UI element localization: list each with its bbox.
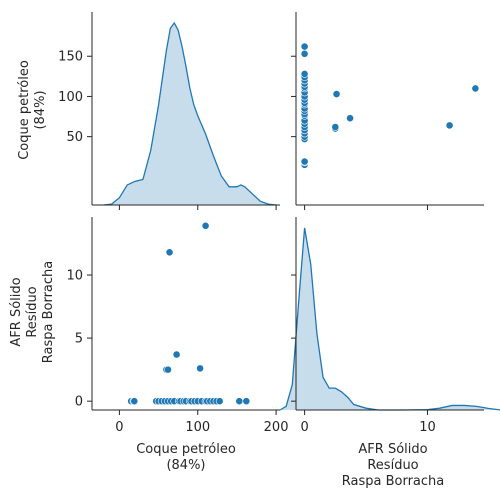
x-tick-label: 10	[419, 420, 436, 435]
x-tick-label: 100	[185, 420, 210, 435]
scatter-point	[300, 157, 309, 166]
scatter-point	[471, 84, 480, 93]
scatter-point	[300, 70, 309, 78]
x-axis-label-coque: Coque petróleo (84%)	[136, 442, 236, 473]
x-axis-label-afr: AFR Sólido Resíduo Raspa Borracha	[342, 442, 445, 489]
scatter-point	[196, 364, 204, 373]
scatter-point	[300, 42, 309, 51]
scatter-point	[346, 114, 354, 123]
y-tick-label: 0	[75, 395, 83, 410]
y-tick-label: 50	[66, 130, 83, 145]
scatter-point	[235, 397, 244, 406]
y-tick-label: 100	[58, 90, 83, 105]
kde-line-coque	[103, 21, 277, 206]
kde-line-afr	[279, 227, 500, 411]
scatter-point	[172, 350, 181, 359]
scatter-point	[331, 123, 340, 131]
scatter-point	[332, 90, 341, 98]
y-tick-label: 5	[75, 332, 83, 347]
labels-layer: Coque petróleo (84%) AFR Sólido Resíduo Ras…	[9, 60, 444, 489]
x-tick-label: 0	[300, 420, 308, 435]
scatter-point	[215, 397, 224, 406]
scatter-point	[242, 397, 251, 406]
y-axis-label-afr: AFR SólidoResíduoRaspa Borracha	[9, 261, 56, 364]
x-tick-label: 200	[264, 420, 289, 435]
scatter-point	[164, 365, 172, 374]
kde-area-afr	[280, 227, 500, 410]
scatter-point	[445, 121, 454, 130]
scatter-point	[165, 248, 174, 257]
y-tick-label: 10	[66, 269, 83, 284]
kde-area-coque	[103, 22, 277, 206]
scatter-point	[300, 49, 309, 58]
y-tick-label: 150	[58, 50, 83, 65]
plot-layer	[103, 21, 500, 411]
scatter-point	[201, 221, 210, 230]
scatter-point	[130, 397, 139, 406]
x-tick-label: 0	[115, 420, 123, 435]
y-axis-label-coque: Coque petróleo(84%)	[17, 60, 48, 160]
